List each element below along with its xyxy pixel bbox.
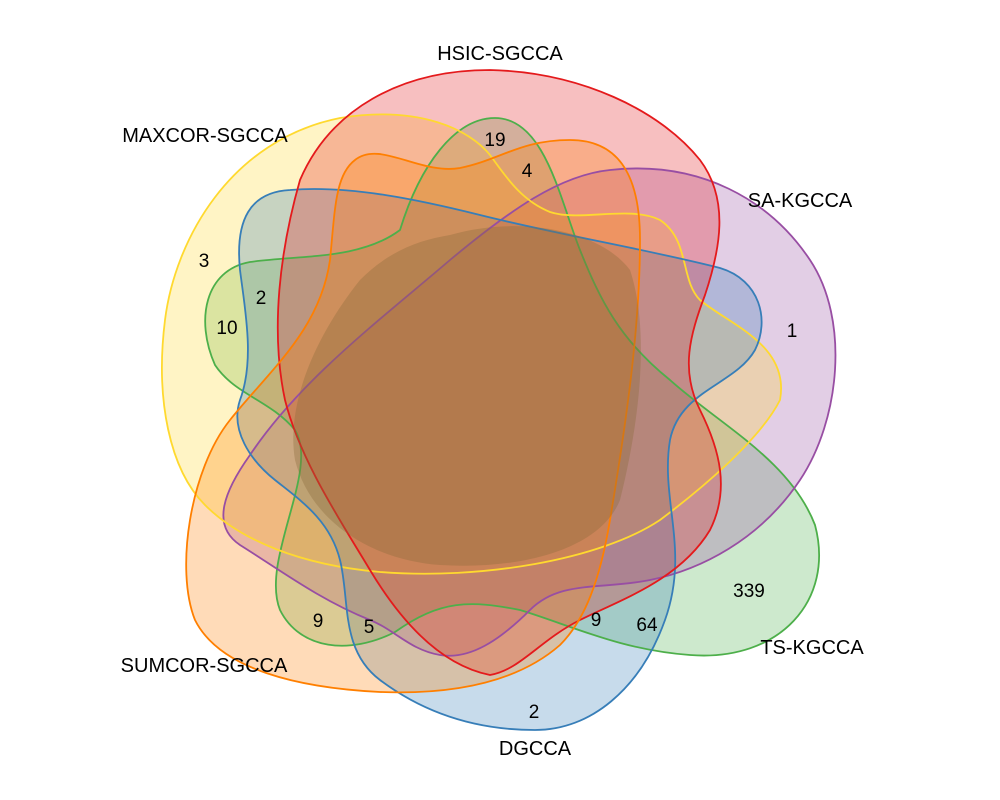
set-region-sa-kgcca	[223, 168, 836, 656]
set-region-dgcca	[237, 189, 762, 731]
maxcor-sgcca-outline	[161, 113, 783, 575]
sumcor-sgcca-outline	[185, 139, 641, 694]
region-count: 19	[484, 130, 505, 151]
region-count: 1	[787, 321, 798, 342]
core-overlap	[293, 226, 641, 566]
region-count: 9	[313, 611, 324, 632]
region-count: 9	[591, 610, 602, 631]
region-count: 3	[199, 251, 210, 272]
region-count: 64	[636, 615, 658, 636]
set-label-maxcor-sgcca: MAXCOR-SGCCA	[122, 125, 288, 147]
set-label-hsic-sgcca: HSIC-SGCCA	[437, 43, 563, 65]
set-region-ts-kgcca	[205, 118, 820, 656]
set-label-ts-kgcca: TS-KGCCA	[760, 637, 864, 659]
region-count: 5	[364, 617, 375, 638]
ts-kgcca-outline	[204, 117, 820, 657]
region-counts: 19 4 3 2 10 1 339 64 9 2 5 9	[199, 130, 798, 723]
region-count: 2	[529, 702, 540, 723]
region-count: 4	[522, 161, 533, 182]
set-label-dgcca: DGCCA	[499, 738, 572, 760]
dgcca-outline	[236, 188, 763, 731]
set-region-sumcor-sgcca	[186, 140, 641, 693]
hsic-sgcca-outline	[276, 69, 722, 676]
set-fills	[161, 70, 836, 731]
region-count: 2	[256, 288, 267, 309]
set-label-sa-kgcca: SA-KGCCA	[748, 190, 853, 212]
set-outlines	[161, 69, 837, 731]
set-labels: HSIC-SGCCA MAXCOR-SGCCA SA-KGCCA TS-KGCC…	[121, 43, 865, 760]
set-label-sumcor-sgcca: SUMCOR-SGCCA	[121, 655, 288, 677]
region-count: 10	[216, 318, 237, 339]
set-region-maxcor-sgcca	[161, 114, 782, 574]
sa-kgcca-outline	[222, 167, 837, 657]
region-count: 339	[733, 581, 765, 602]
